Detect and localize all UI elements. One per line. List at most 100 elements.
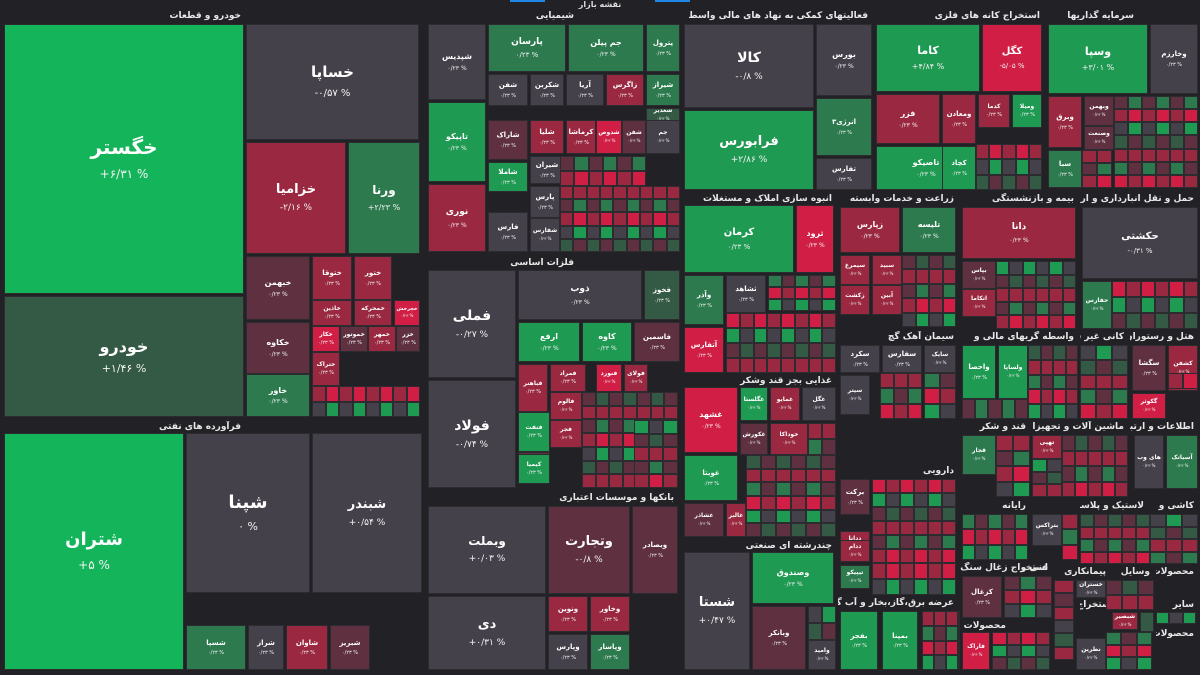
stock-tile[interactable]: ددام% ۰/۲۳	[840, 540, 870, 562]
stock-tile[interactable]: غکورش% ۰/۲۳	[740, 423, 768, 455]
stock-tile-small[interactable]	[924, 388, 940, 404]
stock-tile-small[interactable]	[1013, 466, 1030, 482]
stock-tile-small[interactable]	[806, 496, 821, 510]
stock-tile[interactable]: فملی % ۰/۲۷-	[428, 270, 516, 378]
stock-tile-small[interactable]	[1142, 96, 1156, 110]
stock-tile[interactable]: فولاد % ۰/۷۴-	[428, 380, 516, 488]
stock-tile-small[interactable]	[600, 225, 614, 239]
stock-tile-small[interactable]	[821, 496, 836, 510]
stock-tile-small[interactable]	[640, 238, 654, 252]
stock-tile-small[interactable]	[1062, 315, 1076, 329]
stock-tile-small[interactable]	[325, 401, 339, 417]
stock-tile-small[interactable]	[908, 403, 922, 419]
stock-tile[interactable]: وسپا % ۳/۰۱+	[1048, 24, 1148, 94]
stock-tile-small[interactable]	[1128, 109, 1142, 123]
stock-tile-small[interactable]	[1150, 526, 1166, 539]
stock-tile-small[interactable]	[1184, 161, 1198, 175]
stock-tile-small[interactable]	[1015, 159, 1029, 175]
stock-tile[interactable]: فاسمین % ۰/۲۳	[634, 322, 680, 362]
stock-tile-small[interactable]	[1032, 459, 1047, 472]
stock-tile-small[interactable]	[1106, 657, 1122, 670]
stock-tile-small[interactable]	[1040, 359, 1053, 375]
stock-tile[interactable]: آبین% ۰/۲۳	[872, 285, 902, 315]
stock-tile-small[interactable]	[1122, 526, 1136, 539]
stock-tile-small[interactable]	[1080, 389, 1096, 405]
stock-tile-small[interactable]	[1047, 471, 1062, 485]
stock-tile-small[interactable]	[1170, 148, 1184, 162]
stock-tile-small[interactable]	[761, 455, 776, 469]
stock-tile-small[interactable]	[914, 507, 928, 521]
stock-tile-small[interactable]	[1112, 297, 1127, 313]
stock-tile[interactable]: ختوقا % ۰/۲۳	[312, 256, 352, 300]
stock-tile[interactable]: خساپا % ۰/۵۷-	[246, 24, 419, 140]
stock-tile-small[interactable]	[872, 535, 886, 549]
stock-tile[interactable]: شفن% ۰/۲۳	[622, 120, 646, 154]
stock-tile-small[interactable]	[886, 493, 900, 507]
stock-tile-small[interactable]	[746, 509, 761, 524]
stock-tile-small[interactable]	[595, 433, 610, 447]
stock-tile-small[interactable]	[914, 535, 928, 549]
stock-tile-small[interactable]	[872, 563, 886, 579]
stock-tile-small[interactable]	[753, 358, 768, 373]
stock-tile-small[interactable]	[613, 225, 627, 239]
stock-tile-small[interactable]	[1049, 288, 1063, 302]
stock-tile-small[interactable]	[914, 521, 928, 535]
stock-tile-small[interactable]	[1053, 404, 1066, 419]
stock-tile-small[interactable]	[791, 455, 806, 469]
stock-tile[interactable]: آسیاتک% ۰/۲۳	[1166, 435, 1198, 489]
stock-tile-small[interactable]	[821, 482, 836, 496]
stock-tile-small[interactable]	[962, 514, 976, 530]
stock-tile-small[interactable]	[872, 479, 886, 493]
stock-tile-small[interactable]	[1002, 159, 1016, 175]
stock-tile-small[interactable]	[1036, 604, 1052, 618]
stock-tile-small[interactable]	[1112, 345, 1128, 360]
stock-tile-small[interactable]	[1022, 261, 1036, 275]
stock-tile[interactable]: شدوص% ۰/۲۳	[596, 120, 622, 154]
stock-tile-small[interactable]	[325, 386, 339, 402]
stock-tile-small[interactable]	[914, 549, 928, 563]
stock-tile-small[interactable]	[902, 298, 916, 313]
stock-tile-small[interactable]	[726, 328, 740, 343]
stock-tile-small[interactable]	[1122, 514, 1136, 527]
stock-tile-small[interactable]	[1121, 657, 1137, 670]
stock-tile-small[interactable]	[1036, 315, 1050, 329]
stock-tile-small[interactable]	[880, 403, 894, 419]
stock-tile-small[interactable]	[791, 496, 806, 510]
stock-tile-small[interactable]	[781, 313, 795, 328]
stock-tile[interactable]: خوداکا% ۰/۲۳	[770, 423, 808, 455]
stock-tile-small[interactable]	[794, 313, 809, 328]
stock-tile-small[interactable]	[582, 392, 596, 406]
stock-tile-small[interactable]	[634, 474, 649, 488]
stock-tile-small[interactable]	[653, 212, 667, 226]
stock-tile[interactable]: شبندر % ۰/۵۴+	[312, 433, 422, 593]
stock-tile-small[interactable]	[934, 611, 946, 626]
stock-tile[interactable]: خکاوه % ۰/۲۳	[246, 322, 310, 374]
stock-tile[interactable]: بتراکس% ۰/۲۳	[1032, 514, 1062, 546]
stock-tile-small[interactable]	[1036, 261, 1050, 275]
stock-tile[interactable]: زپارس % ۰/۲۳	[840, 207, 900, 253]
stock-tile[interactable]: خچرخش% ۰/۲۳	[394, 300, 420, 326]
stock-tile-small[interactable]	[872, 493, 886, 507]
stock-tile[interactable]: کاوه % ۰/۲۳	[582, 322, 632, 362]
stock-tile-small[interactable]	[1182, 612, 1196, 624]
stock-tile-small[interactable]	[942, 283, 956, 299]
stock-tile-small[interactable]	[975, 399, 989, 419]
stock-tile-small[interactable]	[1142, 122, 1156, 136]
stock-tile-small[interactable]	[609, 460, 624, 475]
stock-tile-small[interactable]	[822, 275, 836, 287]
stock-tile-small[interactable]	[975, 544, 989, 560]
stock-tile-small[interactable]	[822, 423, 836, 439]
stock-tile-small[interactable]	[781, 275, 796, 287]
stock-tile[interactable]: ختور % ۰/۲۳	[354, 256, 392, 300]
stock-tile-small[interactable]	[1036, 301, 1050, 316]
stock-tile-small[interactable]	[975, 514, 989, 530]
stock-tile[interactable]: شفارس% ۰/۲۳	[530, 218, 560, 252]
stock-tile[interactable]: نوری % ۰/۲۳	[428, 184, 486, 252]
stock-tile-small[interactable]	[1184, 96, 1198, 110]
stock-tile-small[interactable]	[626, 212, 640, 226]
stock-tile-small[interactable]	[1184, 148, 1198, 162]
stock-tile-small[interactable]	[942, 493, 956, 507]
stock-tile-small[interactable]	[1075, 450, 1089, 466]
stock-tile-small[interactable]	[1040, 389, 1053, 405]
stock-tile-small[interactable]	[767, 358, 781, 373]
